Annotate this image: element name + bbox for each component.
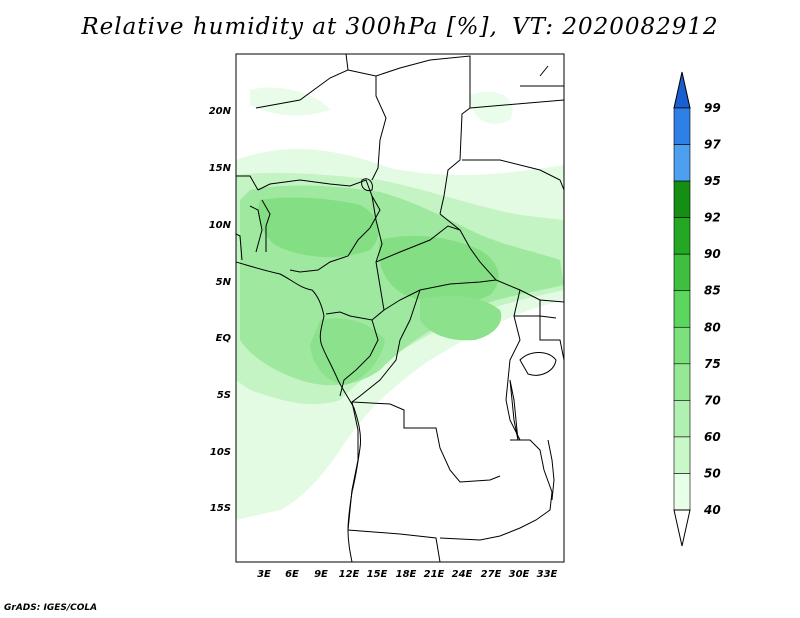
lon-label: 6E (285, 569, 299, 580)
border-car (375, 225, 497, 311)
border-east-africa (505, 289, 564, 441)
lat-label: 15N (209, 163, 232, 174)
lat-label: 5S (217, 390, 231, 401)
colorbar-label: 80 (704, 320, 721, 334)
lat-label: 10N (209, 220, 232, 231)
title-valid-time: VT: 2020082912 (512, 14, 719, 40)
colorbar-segment (673, 217, 691, 255)
lake-chad (361, 178, 373, 191)
colorbar-segment (673, 144, 691, 182)
colorbar-segment (673, 436, 691, 474)
colorbar-label: 90 (704, 247, 721, 261)
lon-label: 21E (424, 569, 445, 580)
lon-label: 9E (314, 569, 328, 580)
lake-malawi (547, 439, 555, 501)
longitude-labels: 3E 6E 9E 12E 15E 18E 21E 24E 27E 30E 33E (257, 569, 557, 580)
border-zambia (439, 439, 553, 541)
lat-label: EQ (216, 333, 232, 344)
colorbar-segment (673, 400, 691, 438)
colorbar-label: 70 (704, 393, 721, 407)
lon-label: 24E (452, 569, 473, 580)
lat-label: 20N (209, 106, 232, 117)
border-chad-sudan (439, 213, 564, 303)
colorbar-label: 85 (704, 284, 721, 298)
border-sahara-1 (255, 54, 349, 109)
colorbar-label: 60 (704, 430, 721, 444)
lon-label: 30E (509, 569, 530, 580)
lon-label: 18E (396, 569, 417, 580)
colorbar-label: 75 (704, 357, 721, 371)
lat-label: 15S (210, 503, 231, 514)
lake-victoria (519, 352, 557, 376)
lat-label: 10S (210, 447, 231, 458)
rh-area-core-west (258, 197, 379, 258)
colorbar: 99 97 95 92 90 85 80 75 70 60 50 40 (673, 71, 721, 547)
border-drc (350, 289, 501, 483)
lat-label: 5N (216, 277, 232, 288)
lon-label: 27E (481, 569, 502, 580)
colorbar-label: 92 (704, 211, 721, 225)
colorbar-segment (673, 180, 691, 218)
title-variable: Relative humidity at 300hPa [%], (81, 14, 498, 40)
grads-credit: GrADS: IGES/COLA (4, 603, 98, 613)
colorbar-segment (673, 363, 691, 401)
border-niger (236, 175, 271, 252)
colorbar-label: 99 (704, 101, 721, 115)
colorbar-segment (673, 473, 691, 511)
border-nile (469, 65, 564, 109)
border-angola-zambia (347, 401, 441, 562)
rh-area-core-center (378, 235, 499, 304)
colorbar-bottom-triangle (673, 509, 691, 547)
country-borders (236, 54, 564, 562)
border-upper (462, 159, 564, 191)
border-west-small (236, 205, 263, 261)
border-congo (339, 319, 379, 397)
lon-label: 3E (257, 569, 271, 580)
colorbar-label: 50 (704, 466, 721, 480)
lon-label: 12E (339, 569, 360, 580)
colorbar-top-triangle (673, 71, 691, 109)
map-frame (235, 53, 565, 563)
humidity-field (236, 87, 564, 520)
colorbar-segment (673, 326, 691, 365)
rh-area-light-ne (470, 91, 513, 124)
latitude-labels: 20N 15N 10N 5N EQ 5S 10S 15S (209, 106, 232, 514)
colorbar-label: 97 (704, 138, 721, 152)
border-cameroon (325, 195, 385, 321)
border-nigeria (257, 179, 381, 273)
lake-tanganyika (509, 379, 519, 441)
lon-label: 33E (537, 569, 558, 580)
colorbar-label: 95 (704, 174, 721, 188)
colorbar-segment (673, 253, 691, 292)
colorbar-segment (673, 107, 691, 145)
border-libya (375, 55, 471, 215)
map-title: Relative humidity at 300hPa [%], VT: 202… (0, 14, 800, 40)
colorbar-segment (673, 290, 691, 328)
lon-label: 15E (367, 569, 388, 580)
colorbar-label: 40 (703, 503, 721, 517)
rh-area-core-east (420, 295, 502, 341)
rh-area-core-south (310, 318, 385, 385)
